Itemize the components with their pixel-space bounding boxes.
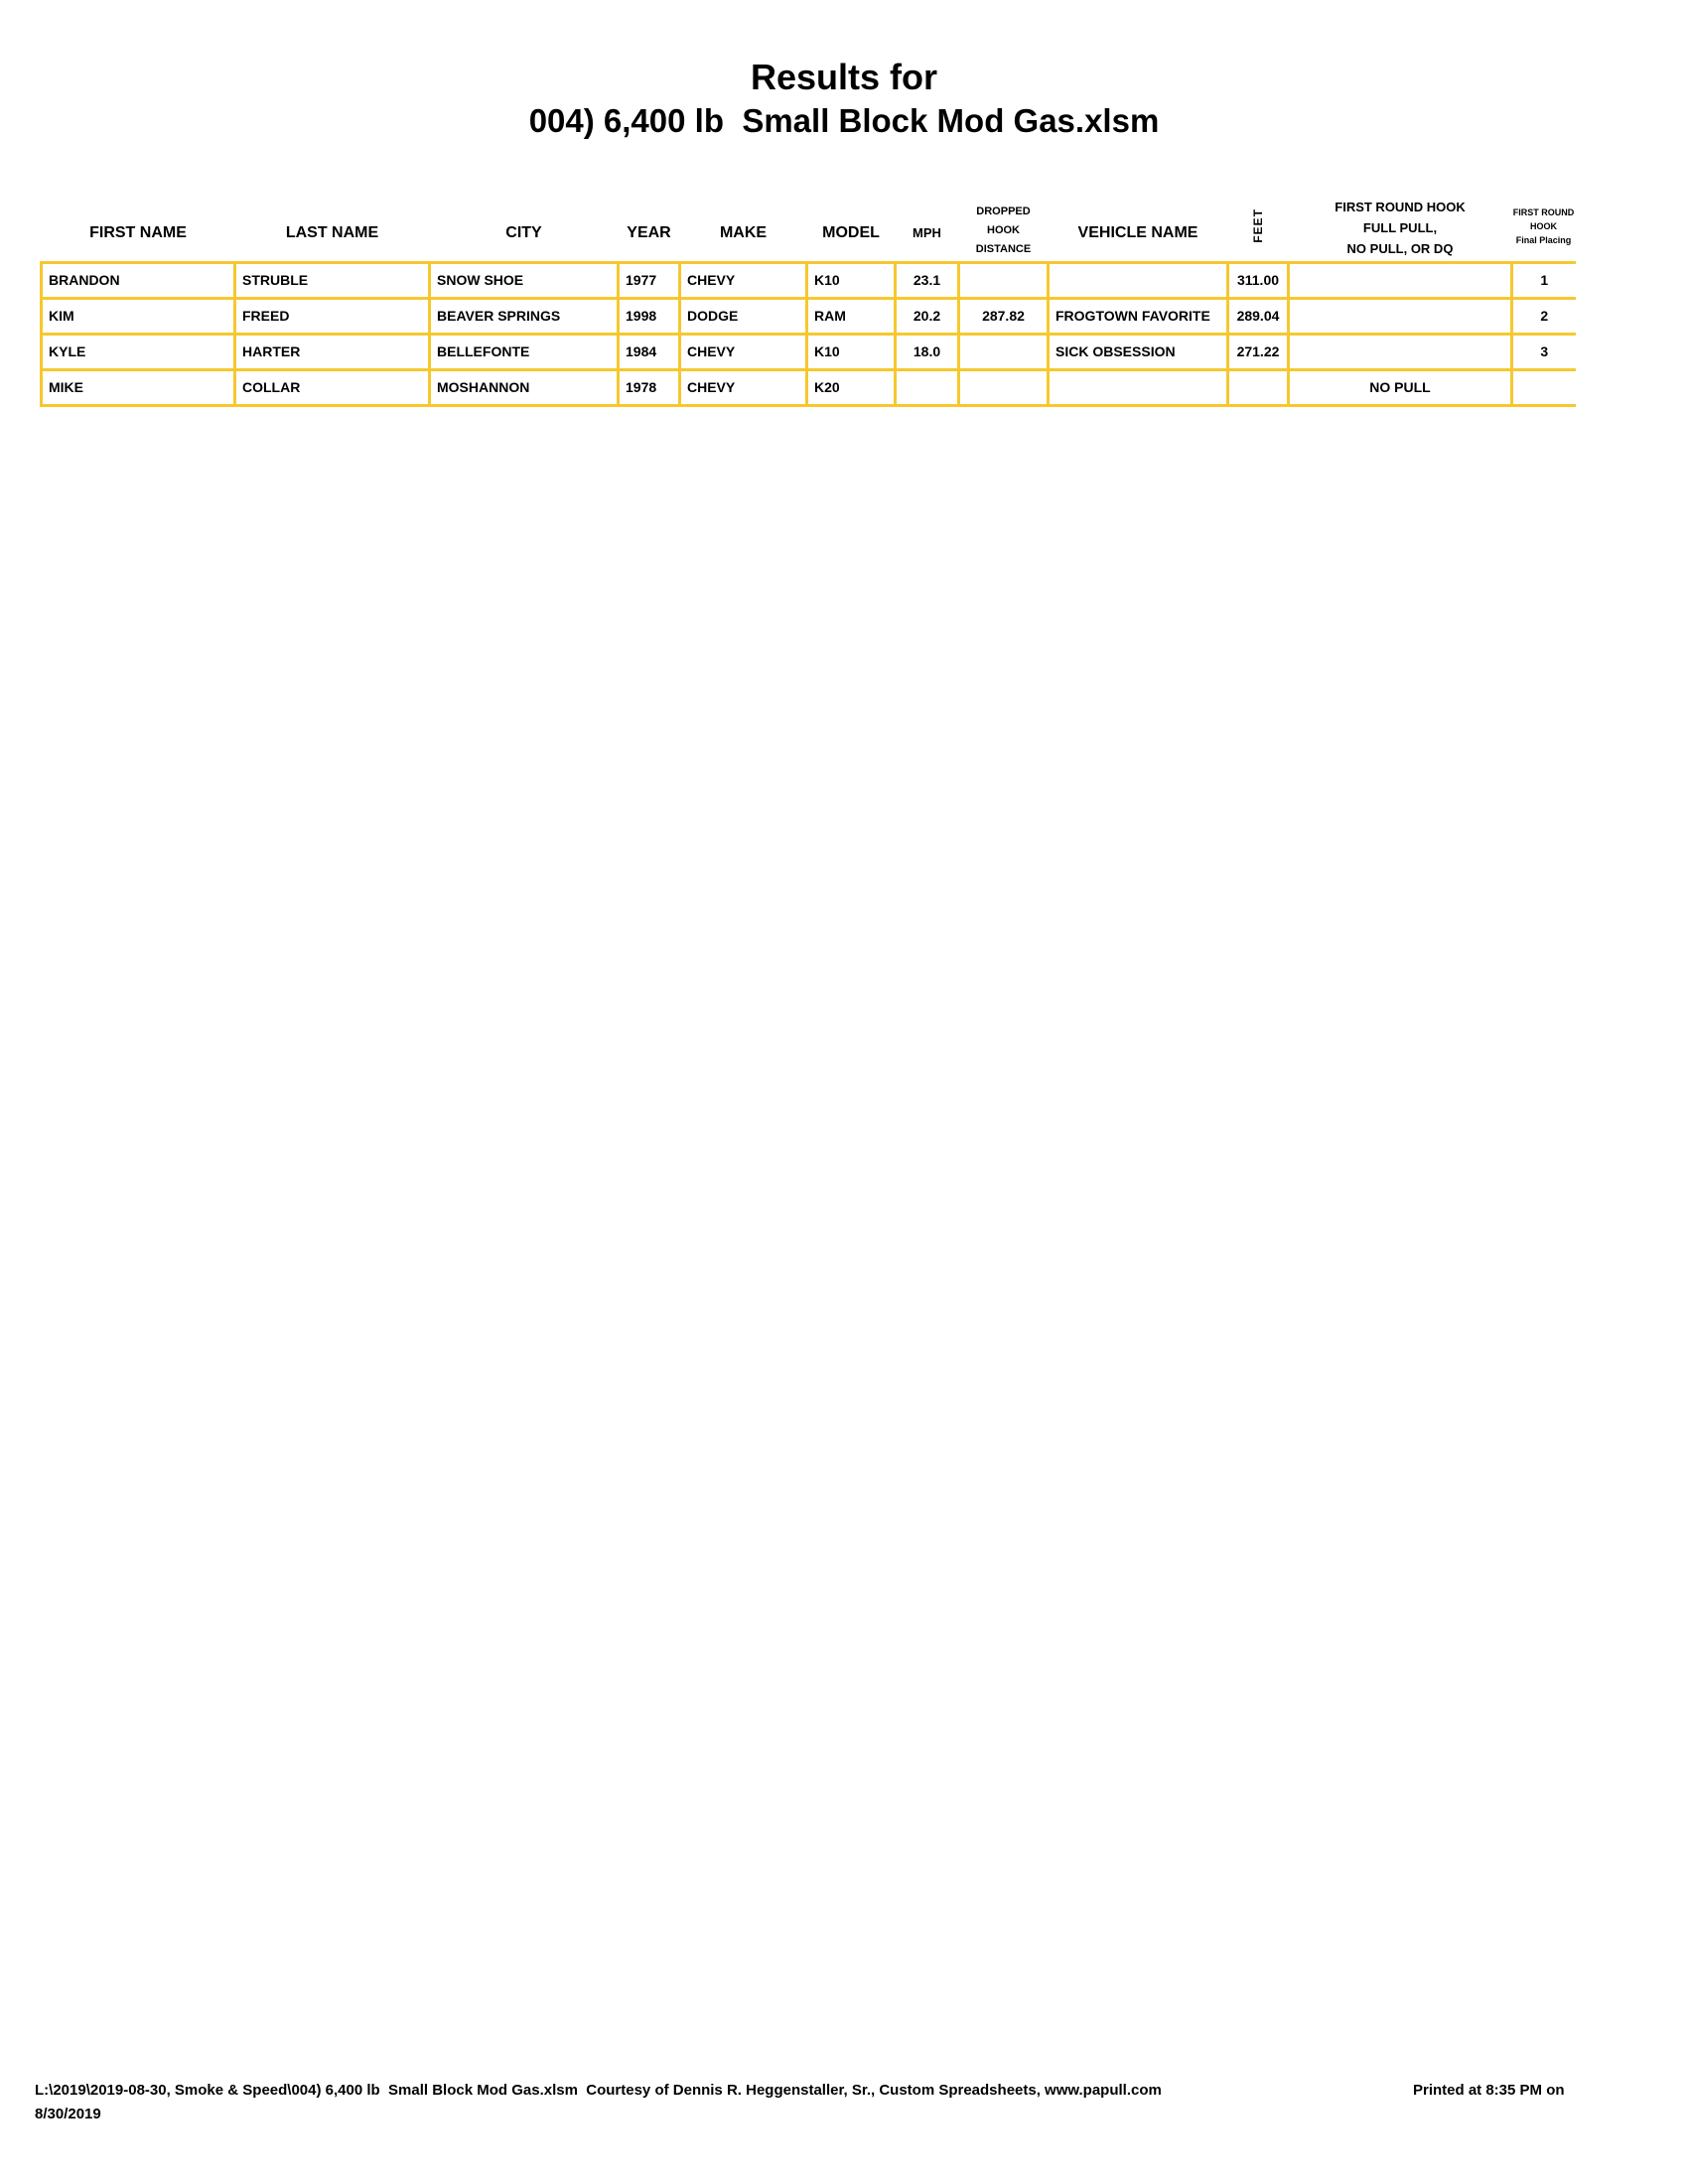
column-header-feet: FEET — [1228, 189, 1289, 262]
table-row: BRANDON STRUBLE SNOW SHOE 1977 CHEVY K10 23.1 3… — [40, 260, 1576, 300]
column-header-model: MODEL — [822, 223, 880, 241]
cell-make: CHEVY — [678, 332, 808, 371]
cell-hook — [1287, 332, 1513, 371]
cell-year: 1978 — [617, 367, 681, 407]
cell-dropped: 287.82 — [957, 296, 1050, 336]
cell-first-name: BRANDON — [40, 260, 236, 300]
cell-year: 1984 — [617, 332, 681, 371]
cell-hook: NO PULL — [1287, 367, 1513, 407]
cell-last-name: HARTER — [233, 332, 431, 371]
table-row: KYLE HARTER BELLEFONTE 1984 CHEVY K10 18.0 SICK… — [40, 332, 1576, 371]
document-title: Results for 004) 6,400 lb Small Block Mo… — [0, 58, 1688, 145]
cell-last-name: FREED — [233, 296, 431, 336]
cell-placing: 2 — [1510, 296, 1576, 336]
cell-dropped — [957, 260, 1050, 300]
column-header-final-placing: FIRST ROUND HOOK Final Placing — [1512, 206, 1575, 245]
cell-make: CHEVY — [678, 260, 808, 300]
cell-city: SNOW SHOE — [428, 260, 620, 300]
cell-first-name: KIM — [40, 296, 236, 336]
cell-feet: 271.22 — [1226, 332, 1290, 371]
table-row: KIM FREED BEAVER SPRINGS 1998 DODGE RAM 20.2 28… — [40, 296, 1576, 336]
column-header-first-round-hook-result: FIRST ROUND HOOK FULL PULL, NO PULL, OR … — [1335, 199, 1466, 256]
cell-last-name: COLLAR — [233, 367, 431, 407]
column-header-year: YEAR — [627, 223, 671, 241]
footer-printed-time: Printed at 8:35 PM on — [1413, 2082, 1565, 2099]
cell-feet: 289.04 — [1226, 296, 1290, 336]
header-row: FIRST NAME LAST NAME CITY YEAR MAKE MODE… — [42, 189, 1576, 262]
column-header-last-name: LAST NAME — [285, 223, 379, 241]
column-header-make: MAKE — [719, 223, 768, 241]
feet-vertical-label: FEET — [1251, 207, 1265, 243]
cell-hook — [1287, 260, 1513, 300]
cell-make: DODGE — [678, 296, 808, 336]
cell-dropped — [957, 367, 1050, 407]
results-table: FIRST NAME LAST NAME CITY YEAR MAKE MODE… — [40, 189, 1576, 407]
column-header-mph: MPH — [913, 224, 941, 240]
table-body: BRANDON STRUBLE SNOW SHOE 1977 CHEVY K10 23.1 3… — [40, 260, 1576, 407]
cell-vehicle — [1047, 260, 1229, 300]
cell-feet: 311.00 — [1226, 260, 1290, 300]
title-results-for: Results for — [750, 57, 938, 97]
cell-first-name: MIKE — [40, 367, 236, 407]
cell-city: BELLEFONTE — [428, 332, 620, 371]
cell-dropped — [957, 332, 1050, 371]
cell-year: 1977 — [617, 260, 681, 300]
cell-vehicle: SICK OBSESSION — [1047, 332, 1229, 371]
cell-feet — [1226, 367, 1290, 407]
column-header-dropped-hook-distance: DROPPED HOOK DISTANCE — [975, 205, 1032, 255]
cell-city: BEAVER SPRINGS — [428, 296, 620, 336]
cell-vehicle: FROGTOWN FAVORITE — [1047, 296, 1229, 336]
cell-first-name: KYLE — [40, 332, 236, 371]
cell-year: 1998 — [617, 296, 681, 336]
cell-placing: 3 — [1510, 332, 1576, 371]
title-filename: 004) 6,400 lb Small Block Mod Gas.xlsm — [528, 102, 1160, 139]
cell-mph — [894, 367, 960, 407]
cell-model: RAM — [805, 296, 897, 336]
cell-placing — [1510, 367, 1576, 407]
cell-city: MOSHANNON — [428, 367, 620, 407]
column-header-vehicle-name: VEHICLE NAME — [1077, 223, 1198, 241]
cell-hook — [1287, 296, 1513, 336]
cell-placing: 1 — [1510, 260, 1576, 300]
footer-file-path-and-courtesy: L:\2019\2019-08-30, Smoke & Speed\004) 6… — [35, 2082, 1162, 2099]
cell-vehicle — [1047, 367, 1229, 407]
cell-mph: 18.0 — [894, 332, 960, 371]
cell-last-name: STRUBLE — [233, 260, 431, 300]
column-header-city: CITY — [505, 223, 542, 241]
cell-mph: 23.1 — [894, 260, 960, 300]
column-header-first-name: FIRST NAME — [89, 223, 187, 241]
cell-model: K10 — [805, 332, 897, 371]
cell-model: K10 — [805, 260, 897, 300]
cell-mph: 20.2 — [894, 296, 960, 336]
table-row: MIKE COLLAR MOSHANNON 1978 CHEVY K20 NO PULL — [40, 367, 1576, 407]
cell-make: CHEVY — [678, 367, 808, 407]
footer-printed-date: 8/30/2019 — [35, 2106, 101, 2122]
table-header: FIRST NAME LAST NAME CITY YEAR MAKE MODE… — [42, 189, 1576, 262]
cell-model: K20 — [805, 367, 897, 407]
